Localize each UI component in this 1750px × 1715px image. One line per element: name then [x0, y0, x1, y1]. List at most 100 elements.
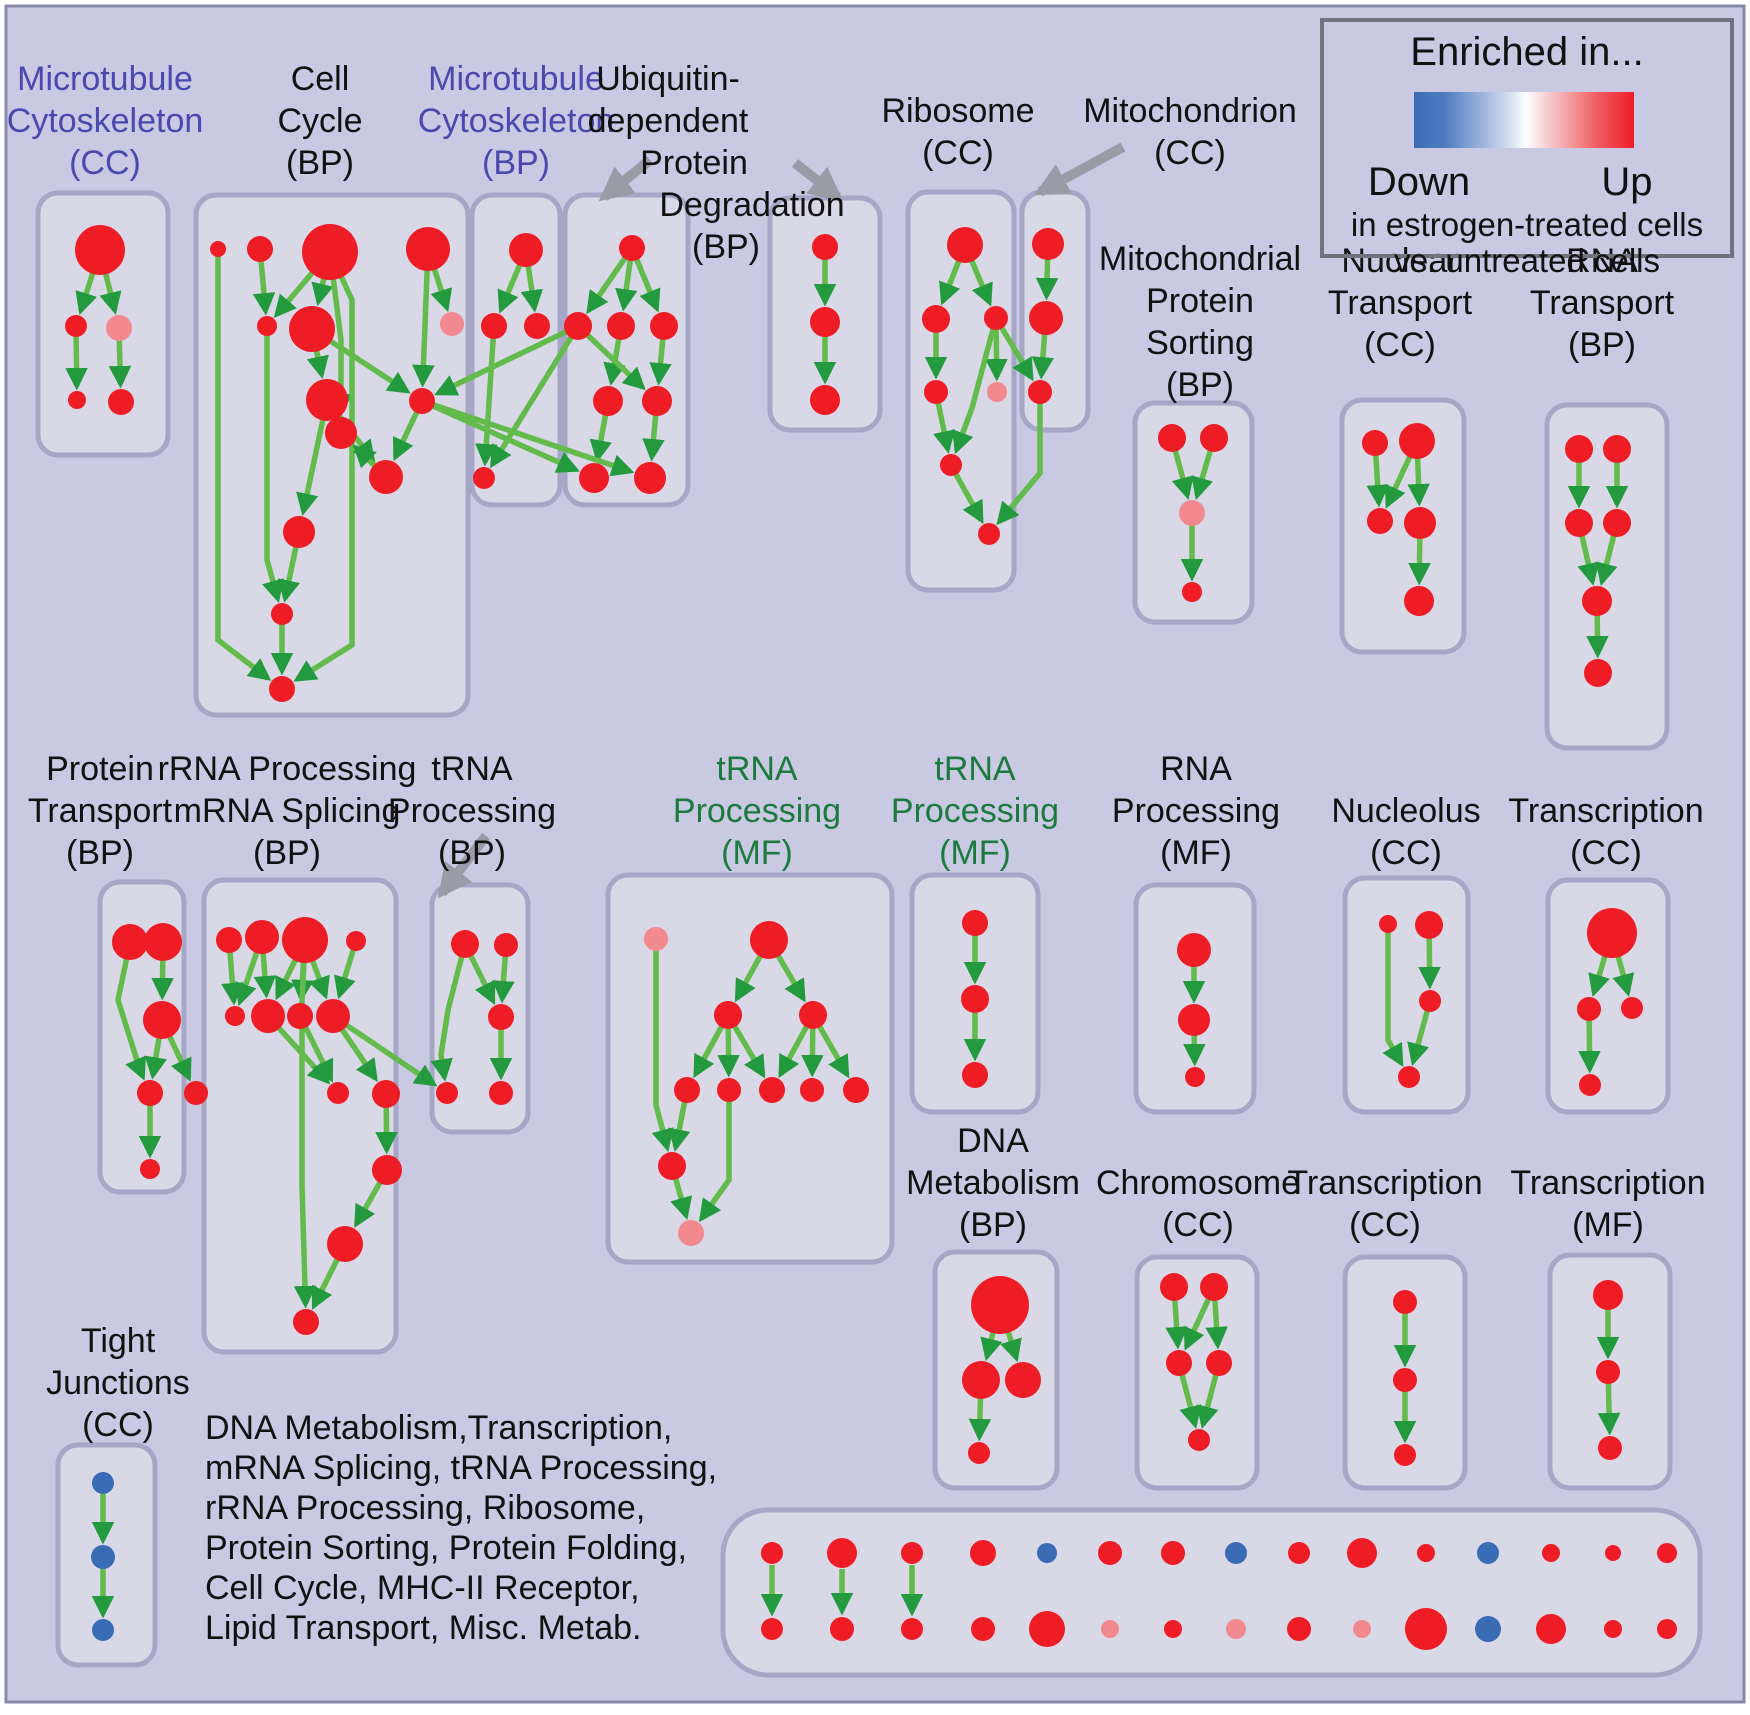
- go-term-node: [1206, 1350, 1232, 1376]
- group-label-mt_cc: (CC): [69, 144, 141, 182]
- go-term-node: [922, 305, 950, 333]
- go-term-node: [1399, 423, 1435, 459]
- group-label-trna_mf1: tRNA: [716, 750, 798, 788]
- group-label-rna_trans: Transport: [1530, 284, 1675, 322]
- edge-arrow: [1205, 1298, 1228, 1350]
- callout-arrow: [791, 159, 844, 202]
- go-term-node: [1587, 908, 1637, 958]
- misc-line: Protein Sorting, Protein Folding,: [205, 1529, 687, 1567]
- go-term-node: [1367, 508, 1393, 534]
- go-term-node: [1188, 1429, 1210, 1451]
- edge-arrow: [698, 1100, 732, 1223]
- go-term-node: [799, 1001, 827, 1029]
- go-term-node: [564, 312, 592, 340]
- edge-arrow: [151, 958, 174, 1001]
- go-term-node: [1037, 1543, 1057, 1563]
- group-label-nuc_trans: Transport: [1328, 284, 1473, 322]
- go-term-node: [1393, 1368, 1417, 1392]
- go-term-node: [674, 1077, 700, 1103]
- go-term-node: [971, 1617, 995, 1641]
- edge-arrow: [996, 402, 1043, 526]
- group-label-trna_mf2: (MF): [939, 834, 1011, 872]
- go-term-node: [962, 1361, 1000, 1399]
- edge-arrow: [273, 270, 316, 319]
- edge-arrow: [717, 1026, 740, 1078]
- go-term-node: [1101, 1620, 1119, 1638]
- edge-arrow: [933, 401, 956, 454]
- go-term-node: [978, 523, 1000, 545]
- edge-arrow: [430, 954, 465, 1082]
- go-term-node: [678, 1220, 704, 1246]
- go-term-node: [968, 1442, 990, 1464]
- legend-subtitle-2: vs. untreated cells: [1394, 242, 1660, 279]
- go-term-node: [579, 463, 609, 493]
- go-term-node: [924, 380, 948, 404]
- edge-arrow: [1171, 448, 1194, 500]
- group-label-ribo: (CC): [922, 134, 994, 172]
- misc-line: Cell Cycle, MHC-II Receptor,: [205, 1569, 640, 1607]
- go-term-node: [714, 1001, 742, 1029]
- go-term-node: [970, 1540, 996, 1566]
- misc-line: mRNA Splicing, tRNA Processing,: [205, 1449, 718, 1487]
- go-term-node: [1405, 1608, 1447, 1650]
- group-label-mito_sort: (BP): [1166, 366, 1234, 404]
- go-term-node: [1225, 1542, 1247, 1564]
- go-term-node: [901, 1542, 923, 1564]
- go-term-node: [619, 235, 645, 261]
- go-term-node: [1596, 1360, 1620, 1384]
- go-term-node: [92, 1472, 114, 1494]
- edge-arrow: [293, 274, 355, 682]
- go-term-node: [184, 1081, 208, 1105]
- group-label-mt_cc: Cytoskeleton: [7, 102, 204, 140]
- go-term-node: [812, 234, 838, 260]
- go-term-node: [325, 417, 357, 449]
- edge-arrow: [778, 1024, 810, 1079]
- go-term-node: [409, 388, 435, 414]
- edge-arrow: [1586, 613, 1609, 659]
- go-term-node: [1565, 435, 1593, 463]
- edge-arrow: [1191, 448, 1214, 501]
- go-term-node: [1577, 997, 1601, 1021]
- edge-arrow: [99, 271, 122, 315]
- edge-arrow: [670, 1176, 693, 1221]
- edge-arrow: [467, 953, 496, 1005]
- edge-arrow: [985, 327, 1008, 382]
- edge-arrow: [144, 1036, 167, 1080]
- edge-arrow: [108, 338, 132, 389]
- edge-arrow: [328, 338, 411, 394]
- go-term-node: [436, 1082, 458, 1104]
- go-term-node: [1621, 997, 1643, 1019]
- go-term-node: [137, 1080, 163, 1106]
- go-term-node: [1417, 1544, 1435, 1562]
- group-label-rna_trans: (BP): [1568, 326, 1636, 364]
- group-label-dna_met: DNA: [957, 1122, 1029, 1160]
- group-label-nuc_trans: (CC): [1364, 326, 1436, 364]
- edge-arrow: [968, 258, 993, 307]
- edge-arrow: [497, 262, 523, 314]
- go-term-node: [302, 224, 358, 280]
- edge-arrow: [615, 258, 638, 312]
- edge-arrow: [1366, 453, 1389, 508]
- edge-arrow: [1597, 1381, 1621, 1436]
- go-term-node: [406, 227, 450, 271]
- go-term-node: [251, 999, 285, 1033]
- edge-arrow: [412, 268, 435, 388]
- go-term-node: [293, 1309, 319, 1335]
- go-term-node: [68, 391, 86, 409]
- group-label-dna_met: Metabolism: [906, 1164, 1080, 1202]
- go-term-node: [1565, 509, 1593, 537]
- go-term-node: [962, 910, 988, 936]
- edge-arrow: [475, 336, 498, 467]
- go-term-node: [75, 225, 125, 275]
- edge-arrow: [1595, 533, 1618, 586]
- go-term-node: [65, 315, 87, 337]
- edge-arrow: [431, 401, 635, 477]
- group-label-mt_bp: Cytoskeleton: [418, 102, 615, 140]
- go-term-node: [509, 233, 543, 267]
- group-label-nucleolus: Nucleolus: [1331, 792, 1480, 830]
- go-term-node: [1398, 1066, 1420, 1088]
- edge-arrow: [1000, 1329, 1022, 1363]
- edge-arrow: [1196, 1372, 1219, 1429]
- group-label-trna_bp: tRNA: [431, 750, 513, 788]
